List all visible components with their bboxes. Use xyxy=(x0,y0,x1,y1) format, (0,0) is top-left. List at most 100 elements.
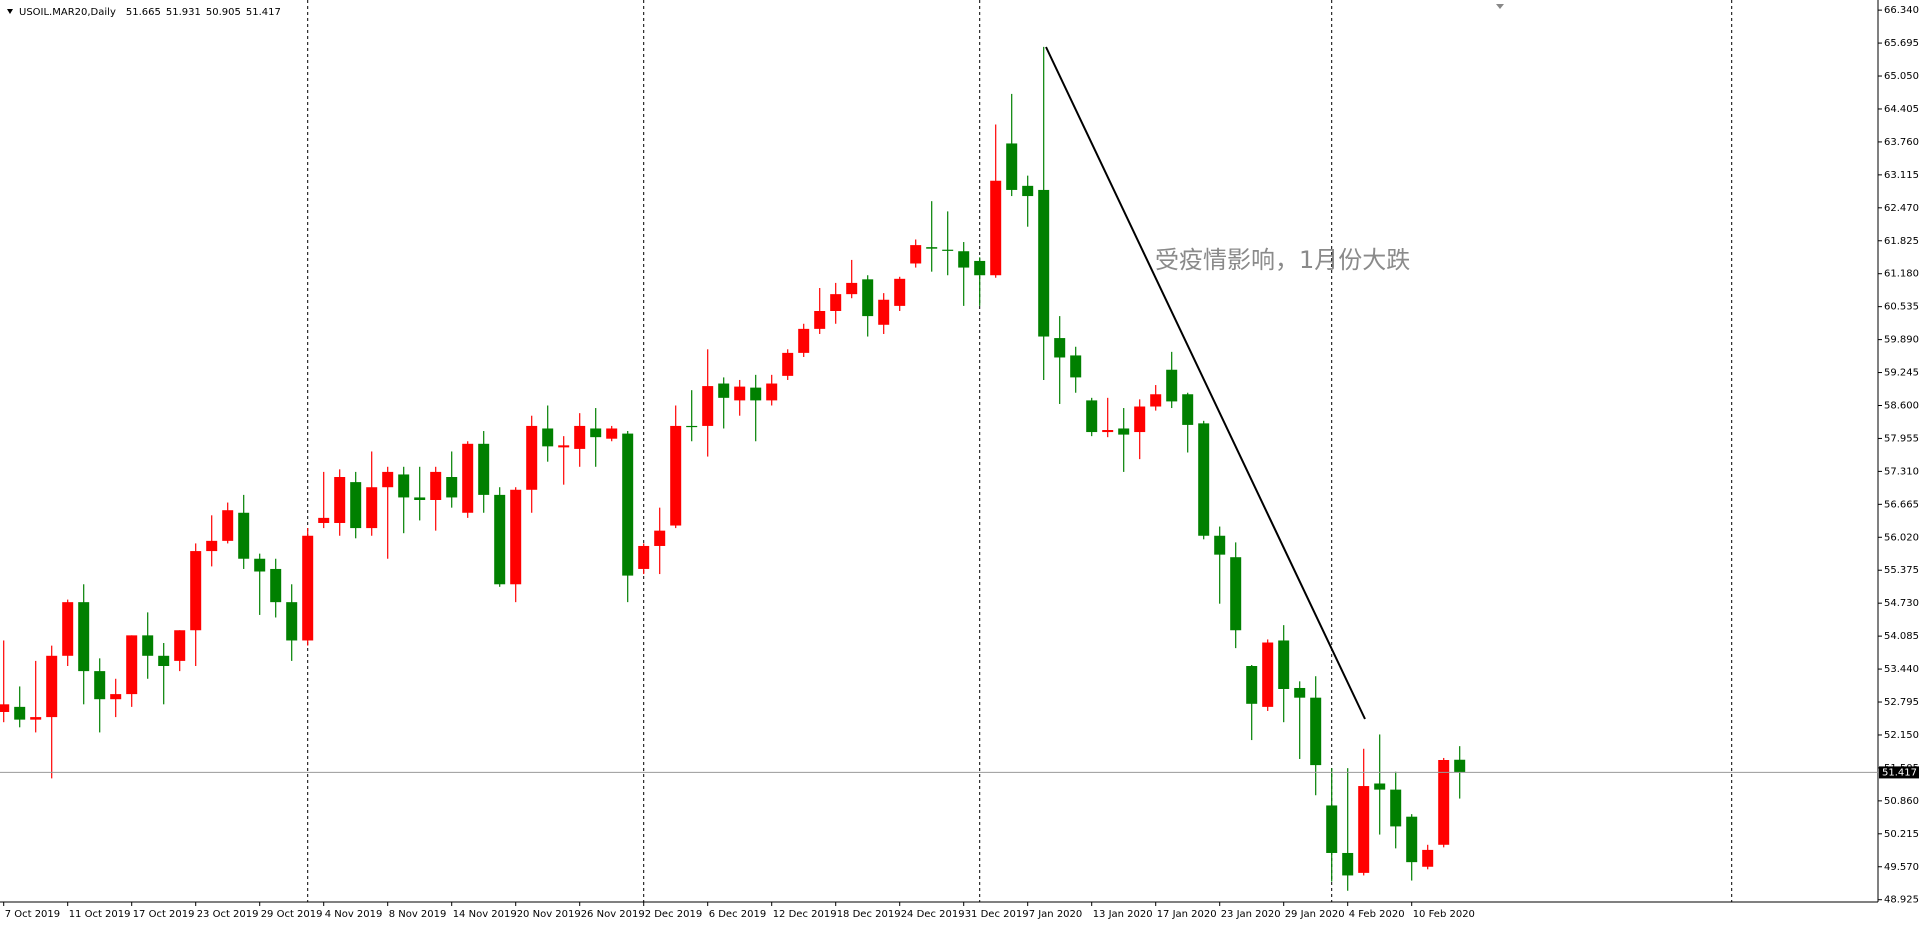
x-tick-label: 23 Jan 2020 xyxy=(1221,909,1281,920)
x-tick-label: 6 Dec 2019 xyxy=(709,909,767,920)
current-price-box xyxy=(1879,766,1919,779)
candle-body xyxy=(1054,338,1066,358)
candle-body xyxy=(878,299,890,325)
candle-body xyxy=(1198,423,1210,536)
candle-body xyxy=(142,635,154,656)
y-tick-label: 61.825 xyxy=(1884,236,1919,247)
x-tick-label: 31 Dec 2019 xyxy=(965,909,1029,920)
x-tick-label: 17 Jan 2020 xyxy=(1157,909,1217,920)
y-tick-label: 56.020 xyxy=(1884,532,1919,543)
y-tick-label: 66.340 xyxy=(1884,5,1919,16)
candle-body xyxy=(30,717,42,720)
candle-body xyxy=(510,489,522,585)
candle-body xyxy=(798,328,810,353)
candle-body xyxy=(1358,786,1370,873)
y-tick-label: 60.535 xyxy=(1884,302,1919,313)
shift-marker xyxy=(1496,4,1504,9)
candle-body xyxy=(1118,428,1130,435)
candle-body xyxy=(830,294,842,311)
candle-body xyxy=(318,517,330,523)
candle-body xyxy=(0,704,10,712)
x-tick-label: 26 Nov 2019 xyxy=(581,909,645,920)
candle-body xyxy=(1070,355,1082,378)
candle-body xyxy=(542,428,554,447)
x-tick-label: 4 Feb 2020 xyxy=(1349,909,1405,920)
trend-line xyxy=(1045,46,1366,720)
candle-body xyxy=(94,671,106,700)
candle-body xyxy=(894,278,906,306)
candle-body xyxy=(1406,816,1418,863)
candle-body xyxy=(1390,789,1402,827)
candle-body xyxy=(1230,557,1242,631)
candle-body xyxy=(366,487,378,529)
candle-body xyxy=(974,260,986,276)
candle-body xyxy=(46,655,58,718)
x-tick-label: 14 Nov 2019 xyxy=(453,909,517,920)
candle-body xyxy=(462,443,474,513)
y-tick-label: 52.795 xyxy=(1884,697,1919,708)
y-tick-label: 57.310 xyxy=(1884,466,1919,477)
candle-body xyxy=(1438,759,1450,845)
candle-body xyxy=(478,443,490,495)
candle-body xyxy=(430,471,442,500)
y-tick-label: 57.955 xyxy=(1884,433,1919,444)
x-tick-label: 29 Jan 2020 xyxy=(1285,909,1345,920)
candle-body xyxy=(910,245,922,264)
candle-body xyxy=(814,310,826,329)
candle-body xyxy=(526,425,538,490)
candle-body xyxy=(686,425,698,428)
y-tick-label: 55.375 xyxy=(1884,565,1919,576)
y-tick-label: 63.760 xyxy=(1884,137,1919,148)
candle-body xyxy=(1134,406,1146,433)
candle-body xyxy=(1150,394,1162,407)
x-tick-label: 10 Feb 2020 xyxy=(1413,909,1475,920)
candle-body xyxy=(206,540,218,552)
candle-body xyxy=(62,602,74,656)
x-tick-label: 7 Jan 2020 xyxy=(1029,909,1083,920)
open: 51.665 xyxy=(126,7,161,18)
y-tick-label: 65.050 xyxy=(1884,71,1919,82)
y-tick-label: 54.085 xyxy=(1884,631,1919,642)
candle-body xyxy=(734,386,746,401)
candle-body xyxy=(1214,535,1226,555)
candle-body xyxy=(718,383,730,398)
candle-body xyxy=(766,383,778,401)
annotation: 受疫情影响，1月份大跌 xyxy=(1155,246,1410,274)
candle-body xyxy=(926,247,938,249)
candle-body xyxy=(702,386,714,426)
candle-body xyxy=(126,635,138,695)
candle-body xyxy=(1102,430,1114,433)
candle-body xyxy=(1182,394,1194,425)
candle-body xyxy=(1278,640,1290,689)
candle-body xyxy=(558,445,570,448)
y-tick-label: 52.150 xyxy=(1884,730,1919,741)
y-tick-label: 58.600 xyxy=(1884,400,1919,411)
candle-body xyxy=(1022,185,1034,197)
candle-body xyxy=(846,282,858,295)
y-tick-label: 64.405 xyxy=(1884,104,1919,115)
candle-body xyxy=(254,558,266,572)
candle-body xyxy=(350,482,362,529)
candle-body xyxy=(1246,666,1258,704)
candle-body xyxy=(990,180,1002,276)
candle-body xyxy=(190,551,202,631)
y-tick-label: 63.115 xyxy=(1884,170,1919,181)
candle-body xyxy=(158,655,170,667)
candle-body xyxy=(1342,852,1354,876)
x-tick-label: 23 Oct 2019 xyxy=(197,909,259,920)
candle-body xyxy=(1310,697,1322,766)
candle-body xyxy=(14,706,26,720)
x-tick-label: 20 Nov 2019 xyxy=(517,909,581,920)
candle-body xyxy=(1326,805,1338,853)
x-tick-label: 24 Dec 2019 xyxy=(901,909,965,920)
header-arrow xyxy=(7,9,13,14)
close: 51.417 xyxy=(246,7,281,18)
low: 50.905 xyxy=(206,7,241,18)
candle-body xyxy=(174,630,186,661)
candle-body xyxy=(238,512,250,559)
x-tick-label: 11 Oct 2019 xyxy=(69,909,131,920)
y-tick-label: 48.925 xyxy=(1884,895,1919,906)
candle-body xyxy=(1294,687,1306,698)
